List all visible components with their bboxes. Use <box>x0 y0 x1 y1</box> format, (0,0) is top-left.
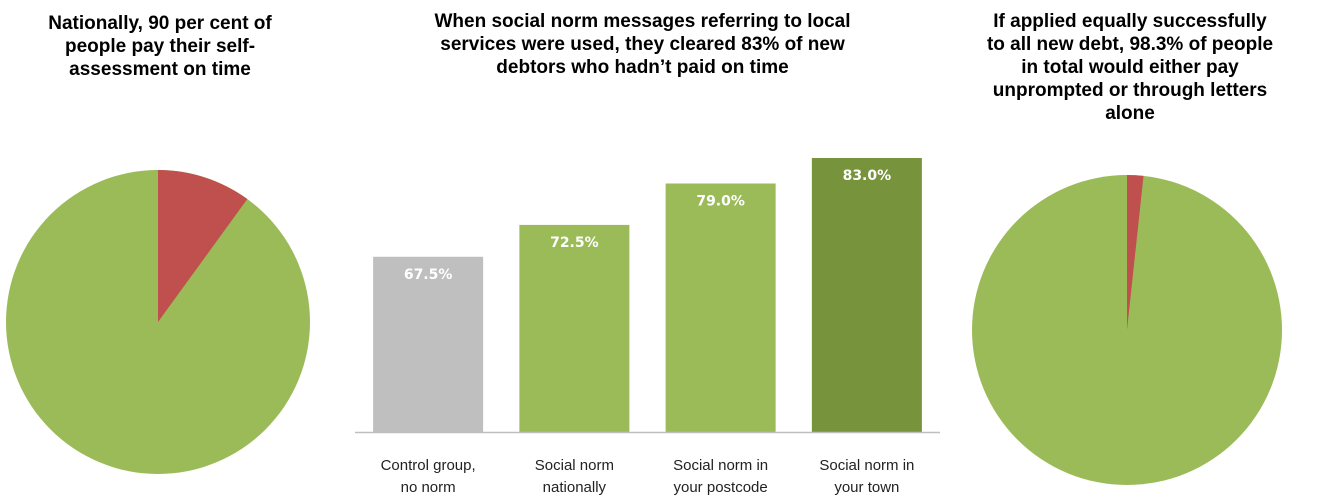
left-pie-slice-1 <box>158 170 248 322</box>
bar-3 <box>665 183 776 432</box>
right-pie-title: If applied equally successfully to all n… <box>986 11 1274 124</box>
right-pie-chart <box>972 175 1282 485</box>
bar-chart: 67.5% Control group, no norm 72.5% Social no… <box>355 158 940 496</box>
bar-4 <box>811 158 922 432</box>
bar-chart-title: When social norm messages referring to l… <box>434 11 851 78</box>
right-pie-panel: If applied equally successfully to all n… <box>940 0 1325 500</box>
bar-1 <box>373 256 484 432</box>
bar-2 <box>519 224 630 432</box>
bar-chart-panel: When social norm messages referring to l… <box>340 0 945 500</box>
bar-value-label-4: 83.0% <box>843 168 892 184</box>
category-label-4: Social norm in your town <box>819 457 914 496</box>
bar-value-label-2: 72.5% <box>550 235 599 251</box>
left-pie-panel: Nationally, 90 per cent of people pay th… <box>0 0 320 500</box>
category-label-1: Control group, no norm <box>381 457 476 496</box>
category-label-2: Social norm nationally <box>535 457 614 496</box>
left-pie-chart <box>6 170 310 474</box>
right-pie-slice-1 <box>1127 175 1144 330</box>
left-pie-title: Nationally, 90 per cent of people pay th… <box>48 13 272 80</box>
bar-value-label-3: 79.0% <box>696 193 745 209</box>
bar-value-label-1: 67.5% <box>404 267 453 283</box>
category-label-3: Social norm in your postcode <box>673 457 768 496</box>
